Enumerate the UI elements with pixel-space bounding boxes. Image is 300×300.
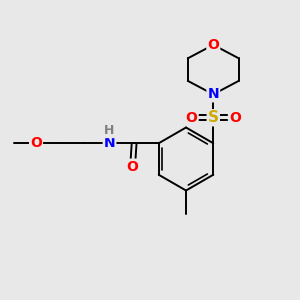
Text: O: O (207, 38, 219, 52)
Text: O: O (127, 160, 139, 174)
Text: H: H (104, 124, 114, 137)
Text: O: O (229, 111, 241, 125)
Text: O: O (186, 111, 198, 125)
Text: N: N (208, 87, 219, 101)
Text: S: S (208, 110, 219, 125)
Text: N: N (104, 136, 115, 150)
Text: O: O (30, 136, 42, 150)
